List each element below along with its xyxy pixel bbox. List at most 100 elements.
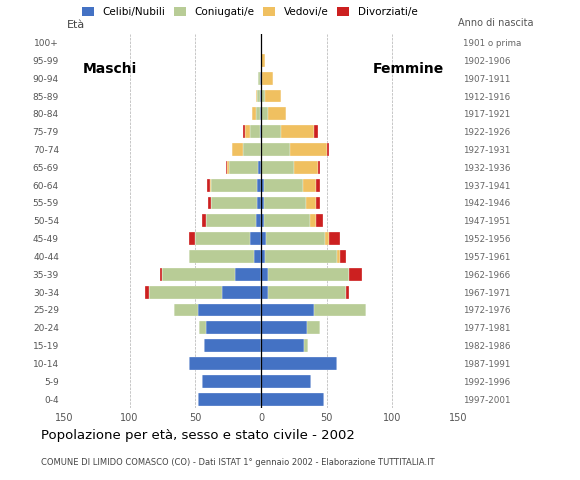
Bar: [290, 143, 327, 156]
Bar: [261, 339, 304, 352]
Bar: [327, 143, 329, 156]
Bar: [256, 215, 261, 227]
Bar: [227, 161, 230, 174]
Bar: [261, 321, 307, 334]
Text: Maschi: Maschi: [83, 62, 137, 76]
Bar: [304, 339, 309, 352]
Bar: [255, 250, 261, 263]
Bar: [188, 357, 261, 370]
Bar: [206, 321, 261, 334]
Bar: [261, 215, 264, 227]
Bar: [198, 393, 261, 406]
Bar: [264, 196, 306, 209]
Bar: [329, 232, 340, 245]
Bar: [267, 108, 286, 120]
Bar: [202, 215, 206, 227]
Bar: [260, 125, 261, 138]
Bar: [251, 125, 260, 138]
Bar: [261, 375, 311, 388]
Bar: [206, 215, 256, 227]
Bar: [252, 108, 256, 120]
Bar: [314, 303, 366, 316]
Bar: [261, 250, 265, 263]
Bar: [251, 232, 261, 245]
Bar: [242, 143, 261, 156]
Bar: [258, 161, 261, 174]
Legend: Celibi/Nubili, Coniugati/e, Vedovi/e, Divorziati/e: Celibi/Nubili, Coniugati/e, Vedovi/e, Di…: [79, 5, 419, 19]
Bar: [261, 179, 264, 192]
Bar: [261, 143, 290, 156]
Bar: [264, 215, 310, 227]
Bar: [267, 286, 346, 299]
Bar: [149, 286, 222, 299]
Bar: [174, 303, 198, 316]
Bar: [205, 339, 261, 352]
Bar: [266, 232, 325, 245]
Bar: [294, 161, 317, 174]
Bar: [242, 125, 245, 138]
Bar: [316, 179, 320, 192]
Bar: [207, 179, 210, 192]
Bar: [222, 286, 261, 299]
Bar: [310, 215, 316, 227]
Bar: [265, 250, 337, 263]
Bar: [261, 196, 264, 209]
Bar: [316, 196, 320, 209]
Bar: [314, 125, 317, 138]
Bar: [232, 143, 242, 156]
Bar: [230, 161, 258, 174]
Bar: [211, 196, 257, 209]
Bar: [211, 179, 257, 192]
Text: COMUNE DI LIMIDO COMASCO (CO) - Dati ISTAT 1° gennaio 2002 - Elaborazione TUTTIT: COMUNE DI LIMIDO COMASCO (CO) - Dati IST…: [41, 457, 434, 467]
Bar: [260, 108, 261, 120]
Bar: [195, 232, 251, 245]
Bar: [261, 286, 267, 299]
Bar: [226, 161, 227, 174]
Bar: [262, 72, 273, 84]
Bar: [317, 161, 320, 174]
Bar: [257, 196, 261, 209]
Bar: [261, 303, 314, 316]
Bar: [260, 90, 261, 102]
Bar: [261, 54, 265, 67]
Bar: [146, 286, 149, 299]
Bar: [264, 179, 303, 192]
Bar: [235, 268, 261, 281]
Bar: [257, 179, 261, 192]
Bar: [265, 90, 281, 102]
Text: Femmine: Femmine: [372, 62, 444, 76]
Bar: [261, 108, 267, 120]
Bar: [162, 268, 235, 281]
Bar: [258, 72, 260, 84]
Bar: [208, 196, 211, 209]
Bar: [261, 72, 262, 84]
Bar: [316, 215, 323, 227]
Bar: [346, 286, 349, 299]
Bar: [325, 232, 329, 245]
Bar: [340, 250, 346, 263]
Bar: [260, 72, 261, 84]
Bar: [210, 179, 211, 192]
Bar: [307, 321, 320, 334]
Bar: [261, 125, 281, 138]
Bar: [256, 108, 260, 120]
Bar: [245, 125, 251, 138]
Bar: [281, 125, 314, 138]
Bar: [261, 268, 267, 281]
Bar: [256, 90, 257, 102]
Text: Età: Età: [67, 20, 85, 30]
Bar: [261, 357, 337, 370]
Bar: [188, 232, 195, 245]
Bar: [199, 321, 206, 334]
Bar: [349, 268, 362, 281]
Bar: [160, 268, 162, 281]
Bar: [337, 250, 340, 263]
Bar: [198, 303, 261, 316]
Bar: [202, 375, 261, 388]
Bar: [257, 90, 260, 102]
Text: Popolazione per età, sesso e stato civile - 2002: Popolazione per età, sesso e stato civil…: [41, 429, 354, 442]
Bar: [261, 90, 265, 102]
Bar: [261, 161, 294, 174]
Text: Anno di nascita: Anno di nascita: [458, 18, 534, 28]
Bar: [267, 268, 349, 281]
